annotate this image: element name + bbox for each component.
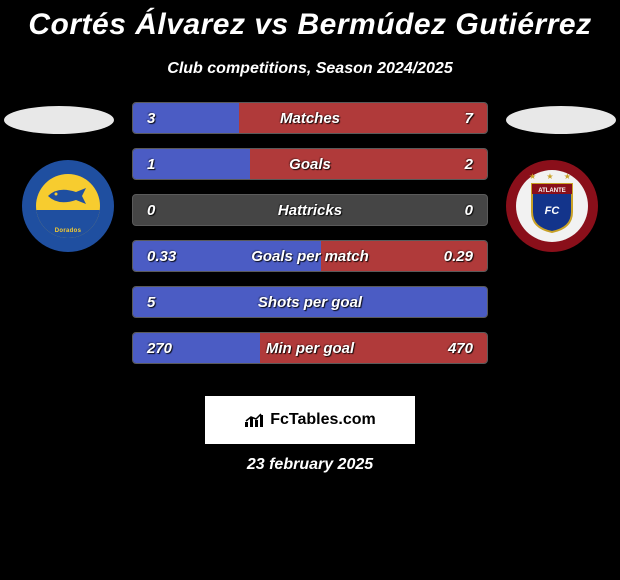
stat-value-right: 2 bbox=[465, 156, 473, 173]
stat-value-right: 7 bbox=[465, 110, 473, 127]
stat-label: Goals per match bbox=[133, 248, 487, 265]
stat-bar: 0Hattricks0 bbox=[132, 194, 488, 226]
stat-bar: 0.33Goals per match0.29 bbox=[132, 240, 488, 272]
player-right-ellipse bbox=[506, 106, 616, 134]
footer-date: 23 february 2025 bbox=[0, 456, 620, 474]
svg-text:FC: FC bbox=[545, 205, 561, 217]
stat-bar: 5Shots per goal bbox=[132, 286, 488, 318]
chart-icon bbox=[244, 412, 264, 428]
stat-value-right: 470 bbox=[448, 340, 473, 357]
badge-left-label: Dorados bbox=[36, 228, 100, 234]
stat-label: Hattricks bbox=[133, 202, 487, 219]
shield-icon: ATLANTE FC bbox=[528, 178, 576, 234]
stat-label: Goals bbox=[133, 156, 487, 173]
stat-value-right: 0 bbox=[465, 202, 473, 219]
club-badge-right: ★ ★ ★ ATLANTE FC bbox=[506, 160, 598, 252]
stat-bars: 3Matches7 1Goals2 0Hattricks0 0.33Goals per… bbox=[132, 102, 488, 378]
stat-label: Min per goal bbox=[133, 340, 487, 357]
club-badge-left: Dorados bbox=[22, 160, 114, 252]
stat-label: Matches bbox=[133, 110, 487, 127]
stat-bar: 270Min per goal470 bbox=[132, 332, 488, 364]
subtitle: Club competitions, Season 2024/2025 bbox=[0, 60, 620, 78]
player-left-ellipse bbox=[4, 106, 114, 134]
brand-badge: FcTables.com bbox=[205, 396, 415, 444]
stat-bar: 1Goals2 bbox=[132, 148, 488, 180]
stat-value-right: 0.29 bbox=[444, 248, 473, 265]
stat-label: Shots per goal bbox=[133, 294, 487, 311]
fish-icon bbox=[46, 186, 90, 206]
stat-bar: 3Matches7 bbox=[132, 102, 488, 134]
stars-icon: ★ ★ ★ bbox=[516, 172, 588, 181]
page-title: Cortés Álvarez vs Bermúdez Gutiérrez bbox=[0, 0, 620, 42]
badge-right-label: ATLANTE bbox=[538, 188, 566, 194]
brand-text: FcTables.com bbox=[270, 411, 376, 429]
